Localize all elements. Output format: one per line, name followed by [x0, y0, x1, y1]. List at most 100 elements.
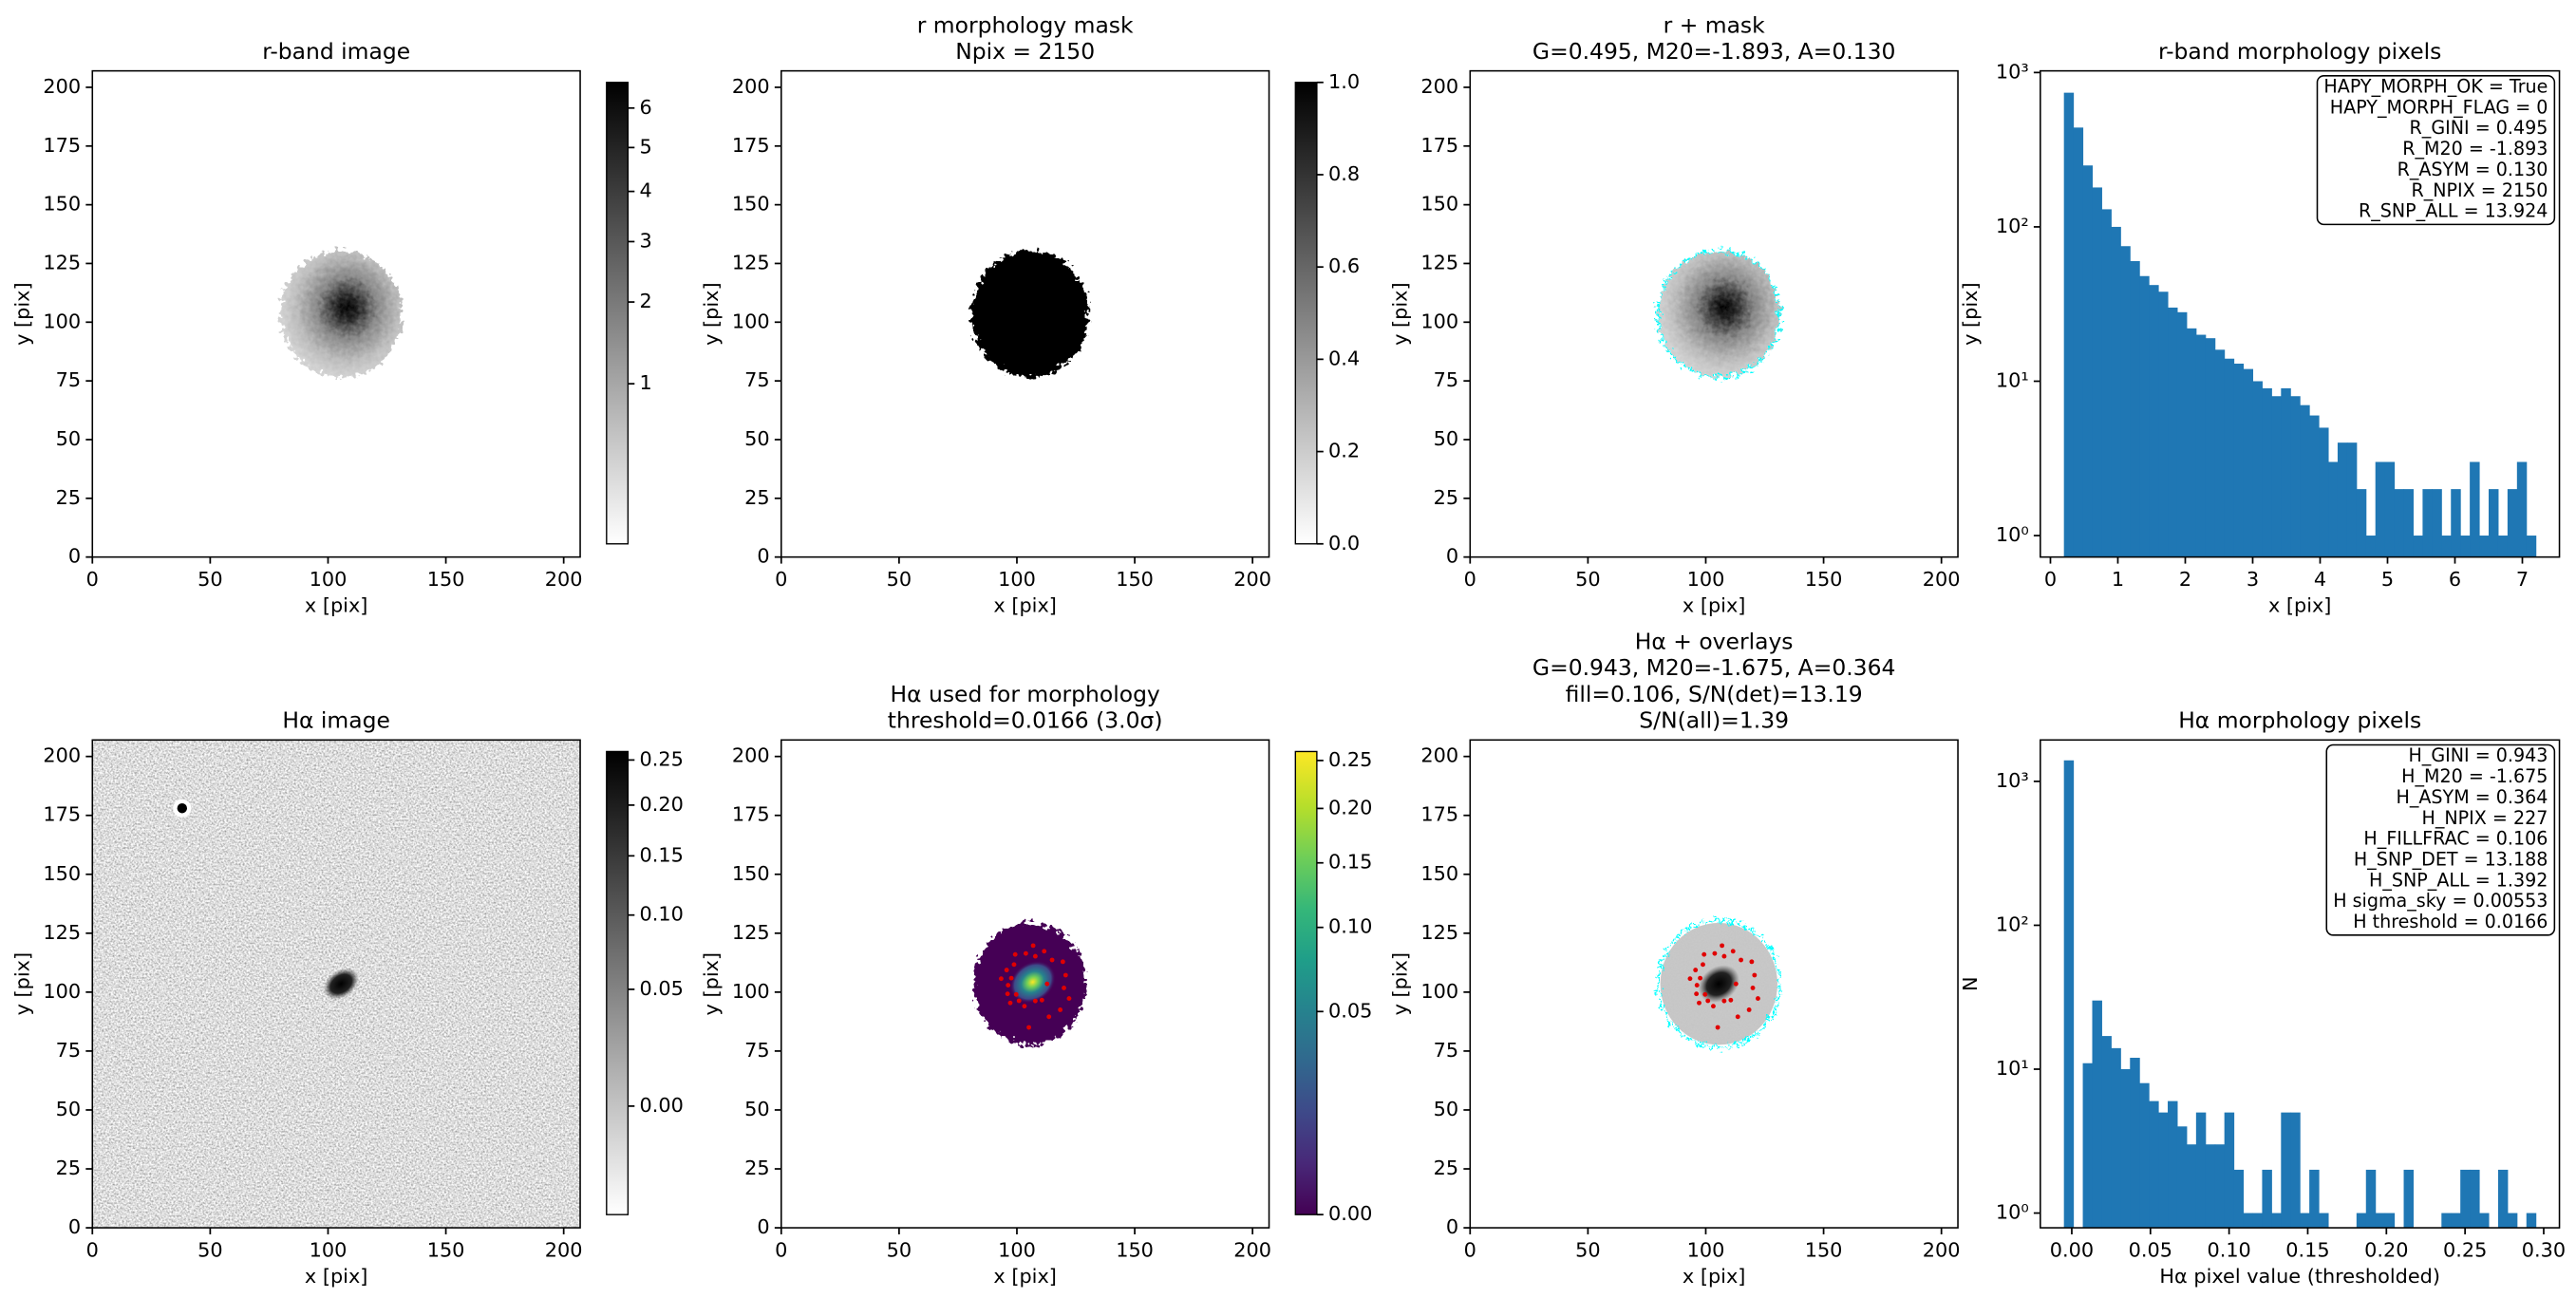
colorbar: [606, 82, 630, 545]
detection-dot: [1756, 996, 1760, 1002]
histogram-bar: [2168, 307, 2178, 557]
y-tick-label: 100: [732, 310, 770, 332]
y-tick-label: 100: [1420, 980, 1458, 1003]
y-tick-label: 175: [732, 134, 770, 157]
y-tick-label: 0: [757, 1215, 769, 1238]
y-tick-label: 0: [1446, 1215, 1458, 1238]
histogram-bar: [2214, 1144, 2226, 1229]
histogram-bar: [2403, 489, 2414, 557]
histogram-bar: [2309, 1169, 2320, 1229]
x-tick-label: 50: [1575, 568, 1600, 591]
detection-dot: [1687, 976, 1693, 982]
y-tick-label: 150: [43, 193, 81, 216]
stats-line: H_M20 = -1.675: [2401, 765, 2548, 787]
histogram-bar: [2149, 1100, 2159, 1229]
histogram-bar: [2120, 246, 2131, 557]
y-tick-label: 125: [43, 921, 81, 944]
star: [177, 803, 188, 814]
x-tick-label: 50: [887, 1238, 912, 1261]
y-tick-label: 10⁰: [1996, 523, 2029, 546]
axes-frame: [780, 739, 1270, 1229]
histogram-bar: [2186, 328, 2197, 557]
x-axis-label: x [pix]: [305, 594, 367, 617]
histogram-bar: [2158, 1112, 2169, 1229]
x-tick-label: 150: [1805, 1238, 1843, 1261]
detection-dot: [1712, 950, 1718, 956]
colorbar-tick-label: 0.0: [1328, 532, 1360, 555]
histogram-bar: [2082, 165, 2094, 557]
y-tick-label: 100: [43, 310, 81, 332]
detection-dot: [1752, 972, 1758, 978]
detection-dot: [1715, 1025, 1720, 1030]
y-tick-label: 25: [744, 1157, 769, 1179]
x-tick-label: 0: [2044, 568, 2057, 591]
histogram-bar: [2394, 489, 2405, 557]
x-tick-label: 0: [1464, 1238, 1476, 1261]
y-tick-label: 175: [1420, 134, 1458, 157]
y-tick-label: 200: [732, 744, 770, 767]
detection-dot: [1039, 997, 1044, 1003]
colorbar-tick-label: 0.20: [1328, 796, 1372, 818]
colorbar-tick-label: 0.10: [640, 903, 684, 926]
detection-dot: [1049, 957, 1055, 963]
panel-title: r-band image: [262, 38, 410, 65]
image-content: [1656, 919, 1781, 1049]
histogram-bar: [2403, 1169, 2414, 1229]
stats-line: H threshold = 0.0166: [2353, 911, 2548, 932]
colorbar-tick-label: 5: [640, 135, 652, 158]
histogram-bar: [2432, 489, 2442, 557]
colorbar-tick-label: 0.20: [640, 793, 684, 816]
histogram-bar: [2082, 1063, 2094, 1229]
x-tick-label: 50: [197, 1238, 222, 1261]
detection-dot: [1004, 968, 1009, 973]
y-tick-label: 75: [1434, 368, 1458, 391]
x-tick-label: 0: [1464, 568, 1476, 591]
detection-dot: [1062, 972, 1068, 978]
y-tick-label: 125: [732, 921, 770, 944]
x-tick-label: 0.30: [2522, 1238, 2566, 1261]
colorbar-tick-label: 0.00: [1328, 1202, 1372, 1225]
x-tick-label: 200: [1233, 568, 1271, 591]
detection-dot: [1026, 1025, 1032, 1030]
y-tick-label: 125: [1420, 921, 1458, 944]
stats-line: H sigma_sky = 0.00553: [2333, 890, 2548, 912]
histogram-bar: [2290, 1112, 2301, 1229]
x-tick-label: 150: [1116, 568, 1154, 591]
y-tick-label: 75: [744, 1039, 769, 1062]
y-tick-label: 25: [1434, 1157, 1458, 1179]
colorbar-tick-label: 0.15: [1328, 851, 1372, 874]
y-tick-label: 25: [1434, 486, 1458, 509]
panel-title: Hα used for morphology: [891, 681, 1160, 707]
detection-dot: [1060, 959, 1065, 965]
detection-dot: [1006, 983, 1011, 988]
y-tick-label: 100: [43, 980, 81, 1003]
x-tick-label: 0.10: [2207, 1238, 2250, 1261]
detection-dot: [1693, 968, 1699, 973]
histogram-bar: [2507, 489, 2518, 557]
x-tick-label: 0: [775, 568, 787, 591]
detection-dot: [1728, 997, 1734, 1003]
y-tick-label: 10⁰: [1996, 1201, 2029, 1224]
stats-line: H_FILLFRAC = 0.106: [2363, 828, 2548, 850]
mask-region: [971, 251, 1089, 378]
y-tick-label: 200: [43, 75, 81, 98]
stats-line: R_GINI = 0.495: [2410, 117, 2548, 139]
colorbar-tick-label: 0.4: [1328, 347, 1360, 369]
y-tick-label: 0: [757, 545, 769, 568]
histogram-bar: [2073, 127, 2084, 557]
x-tick-label: 50: [1575, 1238, 1600, 1261]
y-axis-label: y [pix]: [1959, 282, 1982, 345]
histogram-bar: [2205, 1144, 2216, 1229]
x-tick-label: 4: [2314, 568, 2326, 591]
detection-dot: [1032, 998, 1038, 1004]
x-axis-label: x [pix]: [2268, 594, 2331, 617]
y-axis-label: N: [1959, 976, 1982, 991]
detection-dot: [1701, 962, 1705, 968]
histogram-bar: [2489, 489, 2499, 557]
histogram-bar: [2262, 387, 2272, 557]
histogram-bar: [2149, 285, 2159, 557]
histogram-bar: [2460, 1169, 2471, 1229]
image-content: [973, 922, 1086, 1045]
y-tick-label: 200: [1420, 75, 1458, 98]
